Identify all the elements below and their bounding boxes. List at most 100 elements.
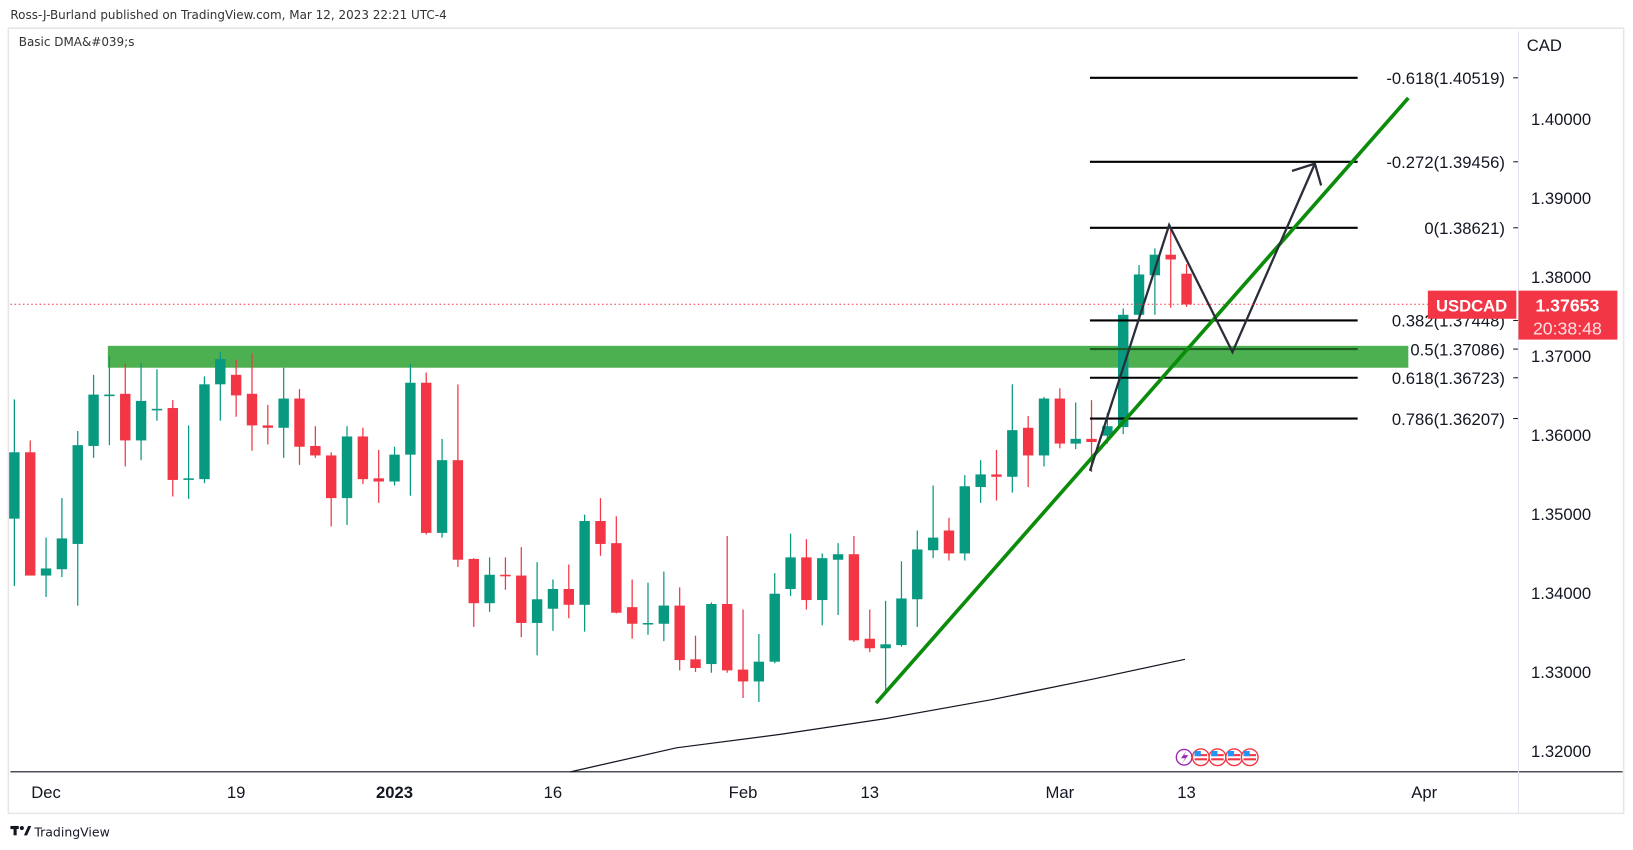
resistance-zone[interactable]	[107, 345, 1409, 368]
candle[interactable]	[531, 562, 543, 656]
candle[interactable]	[278, 367, 289, 458]
projection-path[interactable]	[1088, 163, 1316, 472]
candle[interactable]	[1165, 227, 1176, 308]
candle[interactable]	[199, 376, 210, 484]
candle[interactable]	[452, 384, 464, 567]
candle[interactable]	[1070, 402, 1081, 450]
candle[interactable]	[104, 355, 115, 446]
candle[interactable]	[72, 430, 83, 606]
us-flag-event-icon[interactable]	[1191, 748, 1210, 767]
candle[interactable]	[674, 587, 685, 671]
candle[interactable]	[341, 426, 353, 525]
candle[interactable]	[991, 449, 1002, 501]
fib-level[interactable]: 0.786(1.36207)	[1089, 410, 1519, 429]
candle[interactable]	[262, 404, 274, 445]
candle[interactable]	[563, 564, 574, 619]
candle[interactable]	[1181, 264, 1192, 307]
candle-body	[310, 445, 321, 456]
candle[interactable]	[294, 389, 305, 465]
candle[interactable]	[183, 425, 194, 499]
candle[interactable]	[959, 475, 971, 561]
candle[interactable]	[547, 579, 559, 631]
candle[interactable]	[690, 635, 701, 672]
candle[interactable]	[817, 553, 828, 626]
candle[interactable]	[1054, 388, 1066, 449]
candle[interactable]	[325, 452, 337, 527]
candle-body	[531, 599, 543, 623]
candle[interactable]	[753, 634, 765, 702]
candle[interactable]	[1022, 415, 1034, 488]
candle[interactable]	[769, 573, 780, 664]
fib-level[interactable]: -0.618(1.40519)	[1089, 69, 1519, 88]
fib-level[interactable]: 0(1.38621)	[1089, 219, 1519, 238]
fib-level[interactable]: 0.618(1.36723)	[1089, 369, 1519, 388]
economic-events[interactable]	[1175, 748, 1259, 767]
candle[interactable]	[880, 600, 891, 693]
fib-level[interactable]: 0.5(1.37086)	[1089, 340, 1519, 359]
candle[interactable]	[405, 363, 416, 496]
fib-level[interactable]: -0.272(1.39456)	[1089, 153, 1519, 172]
candle[interactable]	[25, 440, 36, 576]
candle[interactable]	[516, 547, 527, 638]
candle[interactable]	[484, 557, 495, 612]
candle[interactable]	[896, 561, 907, 647]
candle[interactable]	[1149, 248, 1161, 315]
price-tick-label: 1.39000	[1531, 189, 1591, 208]
candle[interactable]	[421, 372, 432, 535]
candle[interactable]	[230, 359, 242, 417]
candle[interactable]	[848, 536, 860, 642]
candle[interactable]	[246, 353, 258, 451]
candle[interactable]	[912, 530, 923, 627]
candle[interactable]	[721, 536, 733, 673]
candle[interactable]	[864, 609, 875, 653]
candle[interactable]	[1007, 384, 1018, 493]
candle[interactable]	[9, 399, 20, 586]
trendline[interactable]	[874, 96, 1410, 705]
candle[interactable]	[120, 363, 131, 467]
candle[interactable]	[737, 609, 749, 699]
us-flag-event-icon[interactable]	[1208, 748, 1227, 767]
candle[interactable]	[975, 460, 986, 503]
candle[interactable]	[658, 571, 670, 642]
candle[interactable]	[436, 438, 448, 538]
tradingview-logo[interactable]: TradingView	[10, 824, 110, 839]
candle[interactable]	[1133, 265, 1145, 321]
candle[interactable]	[88, 374, 99, 458]
candle[interactable]	[626, 579, 638, 639]
fib-extension-layer[interactable]: -0.618(1.40519) -0.272(1.39456) 0(1.38621)…	[1089, 69, 1519, 429]
moving-average-line[interactable]	[570, 658, 1186, 773]
price-axis[interactable]: 1.40000 1.39000 1.38000 1.37000 1.36000 1.350…	[1531, 110, 1591, 761]
candle[interactable]	[167, 400, 178, 497]
candle[interactable]	[706, 602, 717, 673]
candle[interactable]	[310, 426, 321, 458]
candle[interactable]	[215, 351, 226, 421]
candle[interactable]	[151, 369, 163, 421]
candle[interactable]	[357, 427, 369, 484]
time-axis[interactable]: Dec 19 2023 16 Feb 13 Mar 13 Apr	[31, 783, 1437, 802]
candle[interactable]	[40, 537, 52, 597]
candle[interactable]	[801, 539, 812, 610]
candles-layer	[9, 227, 1192, 702]
candle[interactable]	[785, 533, 796, 597]
candle[interactable]	[1038, 396, 1050, 467]
candle[interactable]	[579, 514, 590, 632]
candle-body	[436, 460, 448, 533]
candle[interactable]	[611, 516, 622, 614]
drawings-layer[interactable]	[874, 96, 1410, 705]
candle[interactable]	[373, 449, 384, 503]
us-flag-event-icon[interactable]	[1240, 748, 1259, 767]
candle[interactable]	[595, 498, 606, 556]
candle[interactable]	[500, 557, 511, 590]
candle[interactable]	[927, 485, 939, 559]
candle[interactable]	[468, 558, 479, 627]
candle[interactable]	[642, 582, 654, 635]
candle[interactable]	[389, 446, 400, 486]
candle[interactable]	[135, 362, 147, 461]
candle[interactable]	[943, 517, 955, 561]
lightning-event-icon[interactable]	[1175, 748, 1193, 766]
us-flag-event-icon[interactable]	[1225, 748, 1244, 767]
candle[interactable]	[56, 498, 68, 578]
candle[interactable]	[832, 543, 844, 616]
fib-level-label: 0.5(1.37086)	[1410, 340, 1504, 359]
